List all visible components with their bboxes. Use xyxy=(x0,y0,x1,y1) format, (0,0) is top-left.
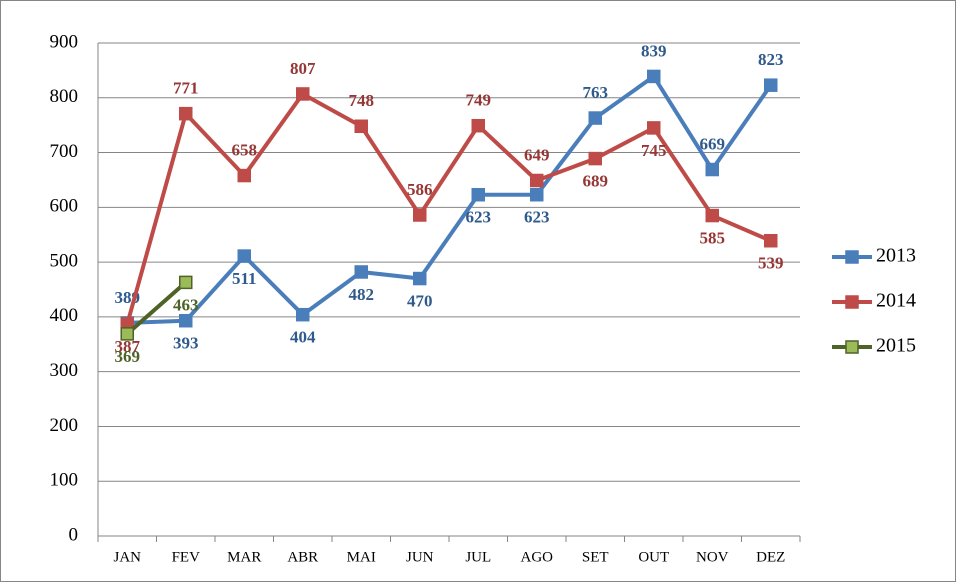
point-marker xyxy=(530,187,544,202)
point-marker xyxy=(237,249,251,263)
point-marker xyxy=(471,118,485,133)
x-tick-label: OUT xyxy=(638,549,669,565)
point-marker xyxy=(705,208,719,223)
point-marker xyxy=(179,275,193,290)
point-marker xyxy=(354,265,368,279)
x-tick-label: JAN xyxy=(113,549,141,565)
data-label: 463 xyxy=(173,295,199,314)
legend-label: 2015 xyxy=(876,335,916,357)
y-tick-label: 700 xyxy=(50,141,79,162)
x-tick-label: FEV xyxy=(172,549,201,565)
legend-marker xyxy=(845,340,859,354)
data-label: 404 xyxy=(290,328,316,347)
y-tick-label: 100 xyxy=(50,470,79,491)
point-marker xyxy=(647,121,661,135)
y-tick-label: 0 xyxy=(69,524,79,545)
y-tick-label: 900 xyxy=(50,31,79,52)
point-marker xyxy=(705,162,719,177)
x-tick-label: NOV xyxy=(696,549,729,565)
point-marker xyxy=(413,208,427,222)
y-tick-label: 300 xyxy=(50,360,79,381)
legend-marker xyxy=(845,295,859,309)
x-tick-label: MAR xyxy=(227,549,261,565)
data-label: 470 xyxy=(407,291,433,310)
data-label: 771 xyxy=(173,79,199,98)
x-tick-label: SET xyxy=(582,549,609,565)
x-tick-label: DEZ xyxy=(756,549,785,565)
point-marker xyxy=(296,307,310,322)
data-label: 763 xyxy=(583,83,609,102)
data-label: 393 xyxy=(173,334,199,353)
data-label: 689 xyxy=(583,171,609,190)
data-label: 369 xyxy=(115,347,141,366)
point-marker xyxy=(413,271,427,286)
point-marker xyxy=(764,78,778,92)
point-marker xyxy=(530,173,544,188)
x-tick-label: MAI xyxy=(347,549,376,565)
data-label: 748 xyxy=(349,91,375,110)
point-marker xyxy=(179,106,193,121)
point-marker xyxy=(179,313,193,328)
data-label: 387 xyxy=(115,337,141,356)
legend-marker xyxy=(845,250,859,264)
data-label: 623 xyxy=(524,208,550,227)
data-label: 623 xyxy=(466,208,492,227)
point-marker xyxy=(588,151,602,166)
data-label: 669 xyxy=(700,134,726,153)
point-marker xyxy=(354,119,368,134)
data-label: 807 xyxy=(290,59,316,78)
y-tick-label: 400 xyxy=(50,305,79,326)
data-label: 745 xyxy=(641,141,667,160)
point-marker xyxy=(296,87,310,101)
y-tick-label: 800 xyxy=(50,86,79,107)
point-marker xyxy=(764,233,778,248)
data-label: 749 xyxy=(466,91,492,110)
x-tick-label: JUL xyxy=(465,549,491,565)
series-line xyxy=(125,280,188,336)
legend-label: 2013 xyxy=(876,245,916,267)
x-tick-label: ABR xyxy=(287,549,318,565)
point-marker xyxy=(120,327,134,341)
series-line xyxy=(127,74,773,325)
data-label: 839 xyxy=(641,41,667,60)
series-line xyxy=(125,91,772,325)
data-label: 586 xyxy=(407,180,433,199)
y-tick-label: 600 xyxy=(50,196,79,217)
point-marker xyxy=(471,187,485,202)
data-label: 823 xyxy=(758,50,784,69)
data-label: 539 xyxy=(758,254,784,273)
point-marker xyxy=(647,69,661,84)
legend-label: 2014 xyxy=(876,290,916,312)
data-label: 585 xyxy=(700,228,726,247)
data-label: 658 xyxy=(232,140,258,159)
x-tick-label: AGO xyxy=(521,549,554,565)
data-label: 511 xyxy=(232,269,257,288)
point-marker xyxy=(237,168,251,183)
data-label: 482 xyxy=(349,285,375,304)
data-label: 649 xyxy=(524,145,550,164)
x-tick-label: JUN xyxy=(406,549,434,565)
point-marker xyxy=(588,111,602,125)
y-tick-label: 200 xyxy=(50,415,79,436)
y-tick-label: 500 xyxy=(50,250,79,271)
